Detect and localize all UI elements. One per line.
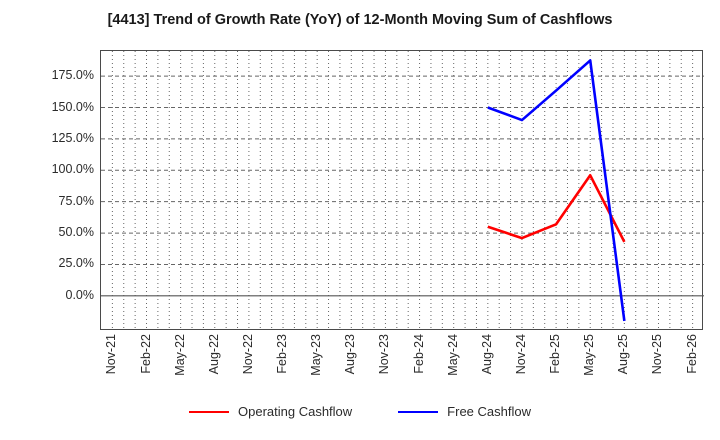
legend-item[interactable]: Free Cashflow: [398, 404, 531, 419]
legend-item[interactable]: Operating Cashflow: [189, 404, 352, 419]
legend-color-swatch: [398, 410, 439, 413]
x-tick-label: May-22: [172, 334, 187, 376]
x-tick-label: May-25: [582, 334, 597, 376]
legend-color-swatch: [189, 410, 229, 413]
x-tick-label: Feb-26: [684, 334, 699, 374]
y-tick-label: 100.0%: [51, 162, 94, 177]
plot-area: [100, 50, 704, 331]
y-axis: 0.0% 25.0% 50.0% 75.0% 100.0% 125.0% 150.0% 175…: [0, 50, 94, 330]
x-tick-label: Feb-22: [138, 334, 153, 374]
legend-label: Free Cashflow: [447, 404, 531, 419]
series-lines: [487, 59, 626, 322]
series-line: [487, 59, 626, 322]
x-axis: Nov-21 Feb-22 May-22 Aug-22 Nov-22 Feb-23 May-…: [100, 334, 703, 400]
x-tick-label: Aug-25: [616, 334, 631, 375]
x-tick-label: Feb-25: [548, 334, 563, 374]
x-tick-label: Nov-21: [104, 334, 119, 375]
y-tick-label: 0.0%: [65, 287, 95, 302]
legend-label: Operating Cashflow: [238, 404, 353, 419]
chart-legend: Operating Cashflow Free Cashflow: [0, 404, 720, 419]
x-tick-label: Nov-22: [240, 334, 255, 375]
x-tick-label: Aug-22: [206, 334, 221, 375]
y-tick-label: 25.0%: [58, 256, 94, 271]
x-tick-label: Aug-23: [343, 334, 358, 375]
chart-title: [4413] Trend of Growth Rate (YoY) of 12-…: [107, 12, 613, 28]
x-tick-label: Nov-25: [650, 334, 665, 375]
x-tick-label: Aug-24: [479, 334, 494, 375]
x-tick-label: Nov-23: [377, 334, 392, 375]
x-tick-label: Feb-23: [275, 334, 290, 374]
y-tick-label: 175.0%: [51, 68, 94, 83]
y-tick-label: 125.0%: [51, 130, 94, 145]
y-tick-label: 75.0%: [58, 193, 94, 208]
x-tick-label: May-23: [309, 334, 324, 376]
x-tick-label: Nov-24: [513, 334, 528, 375]
x-tick-label: May-24: [445, 334, 460, 376]
y-tick-label: 150.0%: [51, 99, 94, 114]
y-tick-label: 50.0%: [58, 225, 94, 240]
x-tick-label: Feb-24: [411, 334, 426, 374]
series-line: [487, 174, 626, 243]
